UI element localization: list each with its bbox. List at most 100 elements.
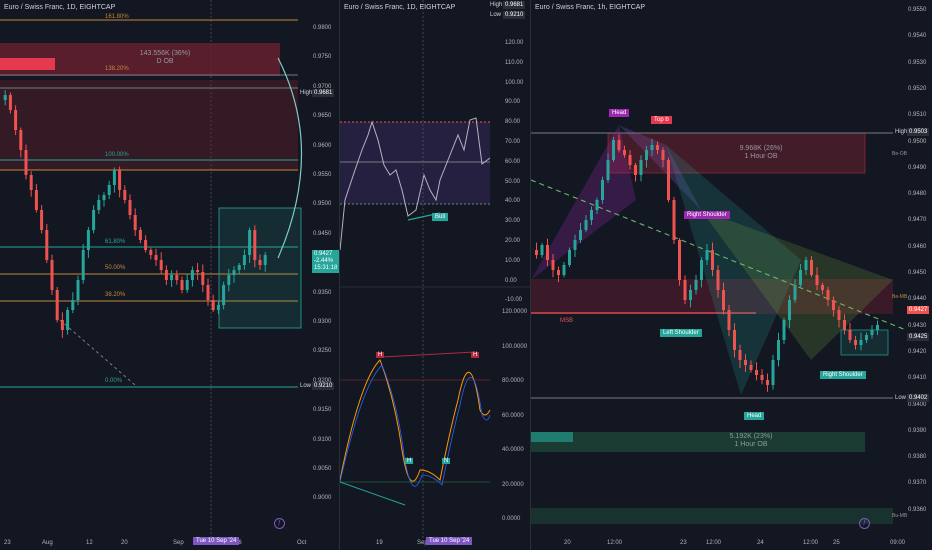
oscillator-canvas[interactable] xyxy=(340,0,530,550)
pattern-top-b: Top b xyxy=(651,116,672,124)
pane-separator[interactable] xyxy=(339,0,340,550)
hourly-price-19: 0.9360 xyxy=(908,506,927,513)
hourly-candle-15 xyxy=(612,140,615,160)
hourly-candle-32 xyxy=(705,250,709,260)
hourly-candle-37 xyxy=(733,330,736,350)
hourly-candle-51 xyxy=(810,260,813,275)
hourly-price-8: 0.9470 xyxy=(908,217,927,224)
hourly-candle-42 xyxy=(760,375,764,380)
daily-candle-3 xyxy=(14,110,18,130)
osc-time-19: 19 xyxy=(376,540,383,546)
osc-axis-9: 30.00 xyxy=(505,218,521,225)
daily-candle-28 xyxy=(144,240,148,250)
osc2-line-b xyxy=(340,364,491,487)
osc-axis-4: 80.00 xyxy=(505,119,521,126)
hourly-candle-54 xyxy=(826,290,830,300)
chart-pane-hourly[interactable]: Euro / Swiss Franc, 1h, EIGHTCAP 9.968K … xyxy=(531,0,932,550)
hourly-candle-56 xyxy=(837,310,841,320)
daily-price-16: 0.9000 xyxy=(313,495,332,502)
daily-candle-16 xyxy=(81,250,85,280)
hourly-candle-53 xyxy=(821,285,824,290)
hourly-candle-21 xyxy=(645,150,648,160)
daily-candle-40 xyxy=(206,285,210,300)
hourly-price-18: 0.9370 xyxy=(908,480,927,487)
chart-pane-oscillator[interactable]: Euro / Swiss Franc, 1D, EIGHTCAP High 0.… xyxy=(340,0,530,550)
hourly-low-tag: Low xyxy=(895,395,907,401)
hourly-candle-16 xyxy=(617,140,621,150)
daily-current-price: 0.9427 -2.44% 15:31:18 xyxy=(312,250,339,273)
hourly-price-10: 0.9450 xyxy=(908,270,927,276)
daily-settings-icon[interactable]: ƒ xyxy=(274,518,285,529)
hourly-settings-icon[interactable]: ƒ xyxy=(859,518,870,529)
hourly-candle-30 xyxy=(694,280,698,290)
daily-candle-27 xyxy=(138,230,142,240)
hourly-price-6: 0.9490 xyxy=(908,164,927,171)
daily-candle-36 xyxy=(185,280,189,290)
daily-ob-zone xyxy=(0,80,298,170)
daily-low-tag: Low xyxy=(298,382,314,390)
hourly-candle-59 xyxy=(854,340,857,345)
daily-candle-24 xyxy=(123,190,127,200)
hourly-price-9: 0.9460 xyxy=(908,243,927,250)
hourly-candle-29 xyxy=(689,290,692,300)
daily-crosshair-date: Tue 10 Sep '24 xyxy=(193,537,240,545)
daily-candle-51 xyxy=(263,255,267,265)
osc-high-tag: High xyxy=(490,2,503,8)
hs-bot-tri-1 xyxy=(666,145,801,395)
hourly-candle-43 xyxy=(766,380,769,385)
hourly-ob-top-label: 9.968K (26%) 1 Hour OB xyxy=(739,145,783,160)
hourly-price-4: 0.9510 xyxy=(908,112,927,119)
hourly-candle-38 xyxy=(738,350,742,360)
daily-chart-canvas[interactable] xyxy=(0,0,339,550)
osc-low-price: 0.9210 xyxy=(503,11,526,19)
hourly-candle-58 xyxy=(848,330,852,340)
daily-candle-6 xyxy=(29,175,33,190)
hourly-candle-18 xyxy=(628,155,632,165)
daily-price-7: 0.9450 xyxy=(313,230,332,237)
chart-pane-daily[interactable]: Euro / Swiss Franc, 1D, EIGHTCAP 143.556… xyxy=(0,0,339,550)
daily-candle-1 xyxy=(3,95,7,100)
hourly-time-5: 12:00 xyxy=(803,540,819,546)
hourly-candle-50 xyxy=(804,260,808,270)
hourly-candle-34 xyxy=(716,270,720,290)
osc2-line xyxy=(340,359,491,482)
msb-label: MSB xyxy=(560,318,574,324)
daily-price-0: 0.9800 xyxy=(313,25,332,31)
daily-price-5: 0.9550 xyxy=(313,172,332,178)
daily-candle-22 xyxy=(112,170,116,185)
pane-separator-2[interactable] xyxy=(530,0,531,550)
daily-ob-label: 143.556K (36%) D OB xyxy=(139,50,191,65)
hourly-candle-41 xyxy=(755,370,758,375)
hourly-price-13: 0.9420 xyxy=(908,348,927,355)
hourly-candle-47 xyxy=(788,300,791,320)
daily-candle-47 xyxy=(242,255,246,265)
daily-candle-29 xyxy=(149,250,153,255)
fib-label-100: 100.00% xyxy=(105,152,129,158)
daily-candle-2 xyxy=(8,95,12,110)
daily-candle-20 xyxy=(102,195,106,200)
daily-candle-9 xyxy=(45,230,49,260)
osc-h-marker-2: H xyxy=(471,352,480,358)
daily-candle-15 xyxy=(76,280,80,300)
hourly-candle-2 xyxy=(540,245,544,255)
pattern-left-shoulder: Left Shoulder xyxy=(660,329,702,337)
daily-candle-17 xyxy=(86,230,90,250)
daily-time-6: Oct xyxy=(297,540,307,546)
osc-axis-11: 10.00 xyxy=(505,257,521,264)
daily-candle-26 xyxy=(133,215,137,230)
hourly-candle-23 xyxy=(656,145,659,150)
osc-low-tag: Low xyxy=(490,12,502,18)
hourly-candle-44 xyxy=(771,360,775,385)
hourly-chart-canvas[interactable] xyxy=(531,0,932,550)
hourly-high-price: 0.9503 xyxy=(907,128,930,136)
daily-ob-strip xyxy=(0,58,55,70)
hourly-price-3: 0.9520 xyxy=(908,85,927,92)
fib-label-0: 0.00% xyxy=(105,378,123,384)
osc2-bottom-line xyxy=(340,481,406,506)
fib-label-1382: 138.20% xyxy=(105,66,129,72)
daily-candle-37 xyxy=(190,270,194,280)
daily-candle-11 xyxy=(55,290,59,320)
hourly-candle-45 xyxy=(777,340,780,360)
daily-low-price: 0.9210 xyxy=(312,382,335,390)
hourly-price-16: 0.9390 xyxy=(908,427,927,434)
